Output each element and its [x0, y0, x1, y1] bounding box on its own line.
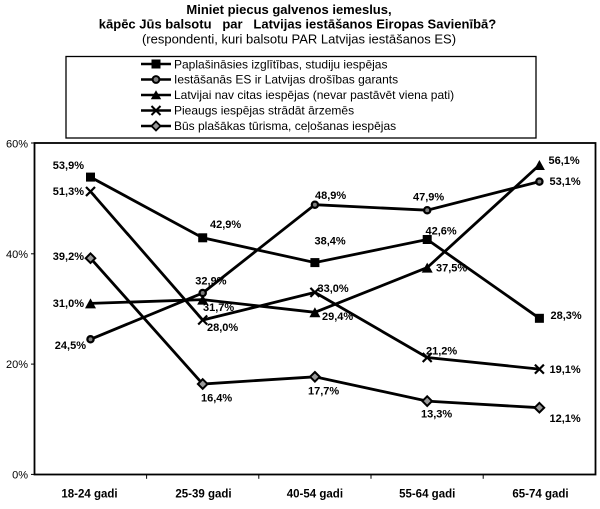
svg-text:kāpēc Jūs balsotu par Latv: kāpēc Jūs balsotu par Latvijas iestāšano… — [99, 17, 496, 32]
svg-text:39,2%: 39,2% — [53, 251, 84, 263]
svg-text:0%: 0% — [12, 469, 28, 481]
svg-text:(respondenti, kuri balsotu PAR: (respondenti, kuri balsotu PAR Latvijas … — [142, 32, 456, 47]
svg-text:Miniet piecus galvenos iemeslu: Miniet piecus galvenos iemeslus, — [186, 2, 391, 17]
svg-text:16,4%: 16,4% — [201, 393, 232, 405]
svg-text:25-39 gadi: 25-39 gadi — [175, 489, 231, 501]
svg-text:Latvijai nav citas iespējas (n: Latvijai nav citas iespējas (nevar pastā… — [174, 88, 454, 102]
svg-text:56,1%: 56,1% — [549, 155, 580, 167]
svg-text:31,7%: 31,7% — [203, 302, 234, 314]
svg-text:37,5%: 37,5% — [436, 263, 467, 275]
svg-text:65-74 gadi: 65-74 gadi — [512, 489, 568, 501]
svg-text:28,0%: 28,0% — [207, 322, 238, 334]
svg-text:21,2%: 21,2% — [426, 345, 457, 357]
svg-text:Pieaugs iespējas strādāt ārzem: Pieaugs iespējas strādāt ārzemēs — [174, 104, 354, 118]
svg-text:Iestāšanās ES ir Latvijas droš: Iestāšanās ES ir Latvijas drošības garan… — [174, 73, 398, 87]
svg-text:28,3%: 28,3% — [551, 310, 582, 322]
svg-text:53,9%: 53,9% — [53, 160, 84, 172]
svg-text:48,9%: 48,9% — [315, 190, 346, 202]
svg-text:33,0%: 33,0% — [318, 283, 349, 295]
svg-text:29,4%: 29,4% — [322, 311, 353, 323]
svg-text:24,5%: 24,5% — [55, 340, 86, 352]
svg-text:20%: 20% — [6, 359, 28, 371]
svg-text:40%: 40% — [6, 249, 28, 261]
svg-text:13,3%: 13,3% — [421, 409, 452, 421]
svg-text:18-24 gadi: 18-24 gadi — [61, 489, 117, 501]
svg-text:42,6%: 42,6% — [426, 226, 457, 238]
svg-text:19,1%: 19,1% — [550, 364, 581, 376]
svg-text:51,3%: 51,3% — [53, 186, 84, 198]
svg-text:47,9%: 47,9% — [413, 192, 444, 204]
svg-text:60%: 60% — [6, 139, 28, 151]
svg-text:Būs plašākas tūrisma, ceļošana: Būs plašākas tūrisma, ceļošanas iespējas — [174, 119, 396, 133]
svg-text:17,7%: 17,7% — [308, 386, 339, 398]
svg-text:12,1%: 12,1% — [550, 413, 581, 425]
svg-text:40-54 gadi: 40-54 gadi — [287, 489, 343, 501]
svg-text:38,4%: 38,4% — [315, 236, 346, 248]
svg-text:31,0%: 31,0% — [53, 298, 84, 310]
svg-text:32,9%: 32,9% — [195, 276, 226, 288]
svg-text:Paplašināsies izglītības, stud: Paplašināsies izglītības, studiju iespēj… — [174, 58, 387, 72]
svg-text:42,9%: 42,9% — [210, 219, 241, 231]
svg-text:55-64 gadi: 55-64 gadi — [399, 489, 455, 501]
svg-text:53,1%: 53,1% — [550, 176, 581, 188]
